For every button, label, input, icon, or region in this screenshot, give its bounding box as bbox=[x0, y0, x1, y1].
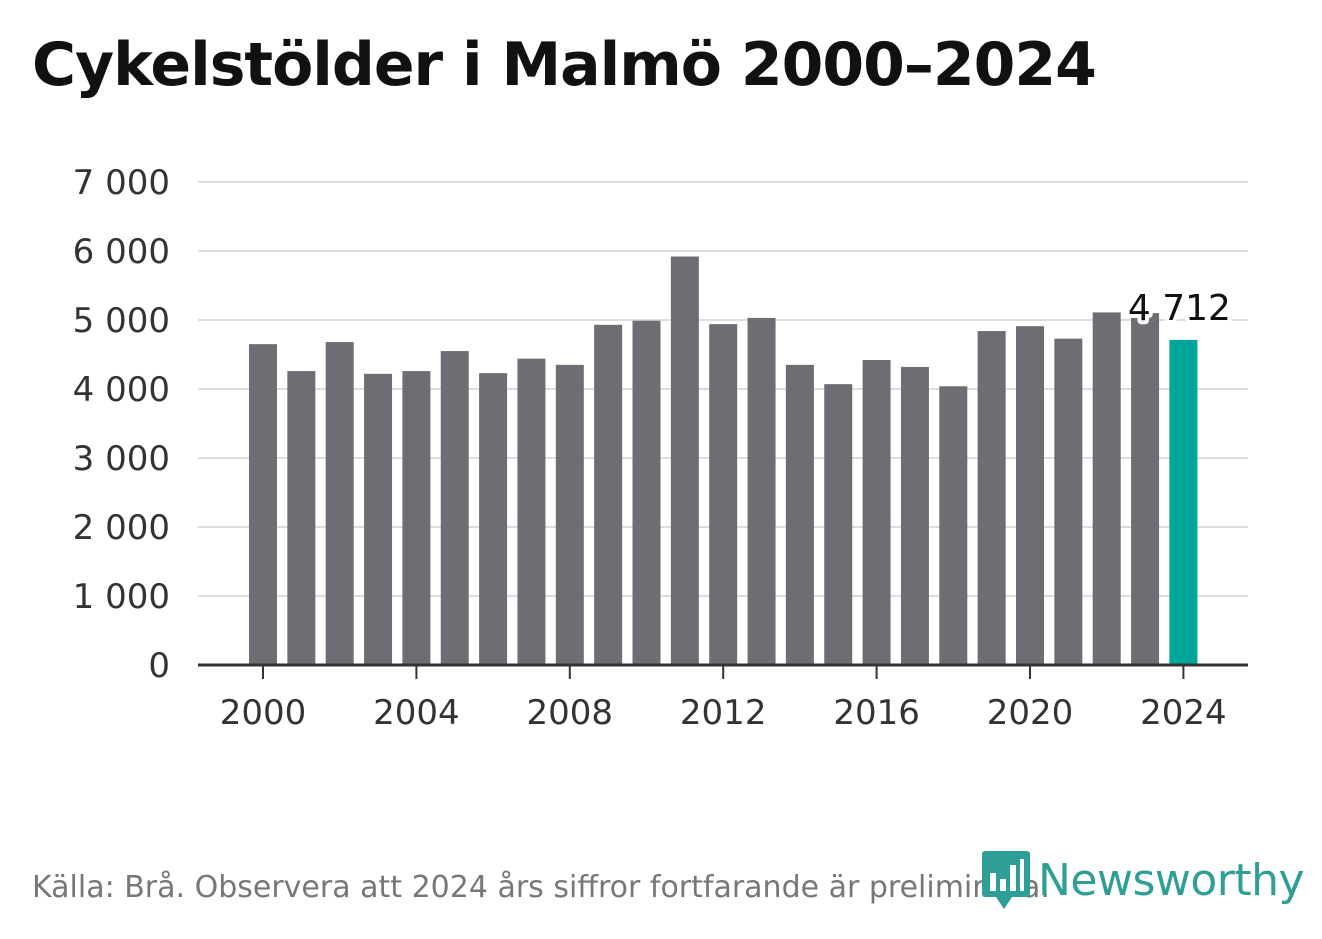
y-tick-label: 3 000 bbox=[73, 439, 170, 479]
bar-2000 bbox=[249, 344, 277, 665]
bar-2013 bbox=[747, 317, 776, 665]
y-tick-label: 5 000 bbox=[73, 301, 170, 341]
bar-2021 bbox=[1054, 338, 1083, 665]
bar-2017 bbox=[900, 366, 929, 665]
bar-2007 bbox=[517, 358, 546, 665]
bar-2012 bbox=[709, 324, 738, 665]
bar-2016 bbox=[862, 360, 891, 665]
bar-2023 bbox=[1131, 313, 1160, 665]
bar-2001 bbox=[287, 371, 316, 665]
x-tick-label: 2000 bbox=[220, 693, 307, 733]
chart-title: Cykelstölder i Malmö 2000–2024 bbox=[32, 30, 1097, 100]
x-tick-label: 2016 bbox=[833, 693, 920, 733]
x-ticks: 2000 2004 2008 2012 2016 2020 2024 bbox=[220, 665, 1227, 733]
bar-2024 bbox=[1169, 339, 1198, 665]
newsworthy-logo-icon bbox=[982, 851, 1030, 909]
y-tick-label: 1 000 bbox=[73, 577, 170, 617]
x-tick-label: 2012 bbox=[680, 693, 767, 733]
y-tick-label: 6 000 bbox=[73, 232, 170, 272]
bar-2003 bbox=[364, 373, 393, 665]
bar-2009 bbox=[594, 324, 623, 665]
x-tick-label: 2004 bbox=[373, 693, 460, 733]
bar-2008 bbox=[555, 364, 584, 665]
bar-2015 bbox=[824, 384, 853, 665]
bar-2004 bbox=[402, 371, 431, 665]
bar-2018 bbox=[939, 386, 968, 665]
y-tick-label: 4 000 bbox=[73, 370, 170, 410]
brand-name: Newsworthy bbox=[1038, 854, 1305, 906]
y-ticks: 0 1 000 2 000 3 000 4 000 5 000 6 000 7 000 bbox=[73, 163, 170, 686]
y-tick-label: 2 000 bbox=[73, 508, 170, 548]
bar-2019 bbox=[977, 331, 1006, 665]
bar-chart: 2000 2004 2008 2012 2016 2020 2024 0 1 000 2 000… bbox=[73, 163, 1248, 733]
data-label: 4 712 bbox=[1128, 288, 1231, 329]
bar-2014 bbox=[785, 364, 814, 665]
bar-2005 bbox=[440, 351, 469, 665]
x-tick-label: 2024 bbox=[1140, 693, 1227, 733]
bar-2002 bbox=[325, 342, 354, 665]
y-tick-label: 7 000 bbox=[73, 163, 170, 203]
brand-logo: Newsworthy bbox=[982, 848, 1305, 912]
bar-2020 bbox=[1016, 326, 1044, 665]
bar-2022 bbox=[1092, 312, 1121, 665]
bars bbox=[249, 256, 1198, 665]
source-note: Källa: Brå. Observera att 2024 års siffr… bbox=[32, 870, 1050, 905]
bar-2006 bbox=[479, 373, 508, 665]
bar-2011 bbox=[670, 256, 699, 665]
x-tick-label: 2008 bbox=[527, 693, 614, 733]
y-tick-label: 0 bbox=[148, 646, 170, 686]
bar-2010 bbox=[632, 320, 661, 665]
data-labels: 4 712 bbox=[1124, 284, 1235, 333]
x-tick-label: 2020 bbox=[987, 693, 1074, 733]
